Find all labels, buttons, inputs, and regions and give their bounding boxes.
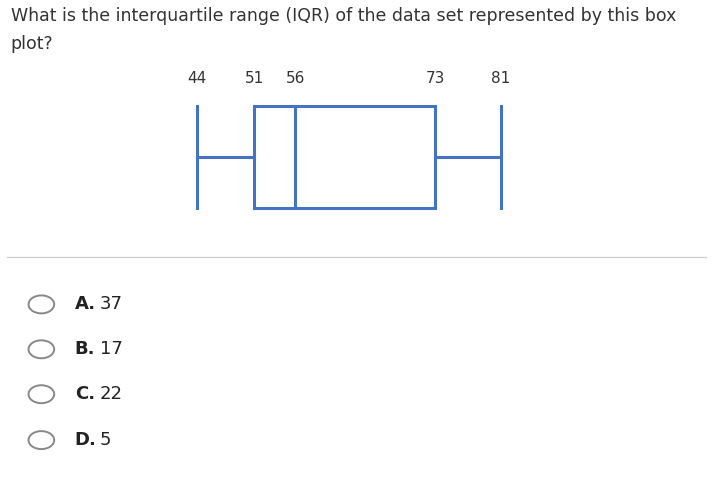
Text: 81: 81 [491, 71, 511, 86]
Text: C.: C. [75, 385, 95, 403]
Text: 73: 73 [426, 71, 445, 86]
Text: 5: 5 [100, 431, 111, 449]
Text: 56: 56 [286, 71, 305, 86]
Text: 22: 22 [100, 385, 123, 403]
Text: D.: D. [75, 431, 97, 449]
Text: plot?: plot? [11, 35, 53, 53]
Bar [255, 106, 435, 208]
Text: A.: A. [75, 295, 96, 313]
Text: B.: B. [75, 340, 96, 358]
Text: 37: 37 [100, 295, 123, 313]
Text: 44: 44 [187, 71, 206, 86]
Text: 51: 51 [245, 71, 264, 86]
Text: What is the interquartile range (IQR) of the data set represented by this box: What is the interquartile range (IQR) of… [11, 7, 676, 25]
Text: 17: 17 [100, 340, 123, 358]
